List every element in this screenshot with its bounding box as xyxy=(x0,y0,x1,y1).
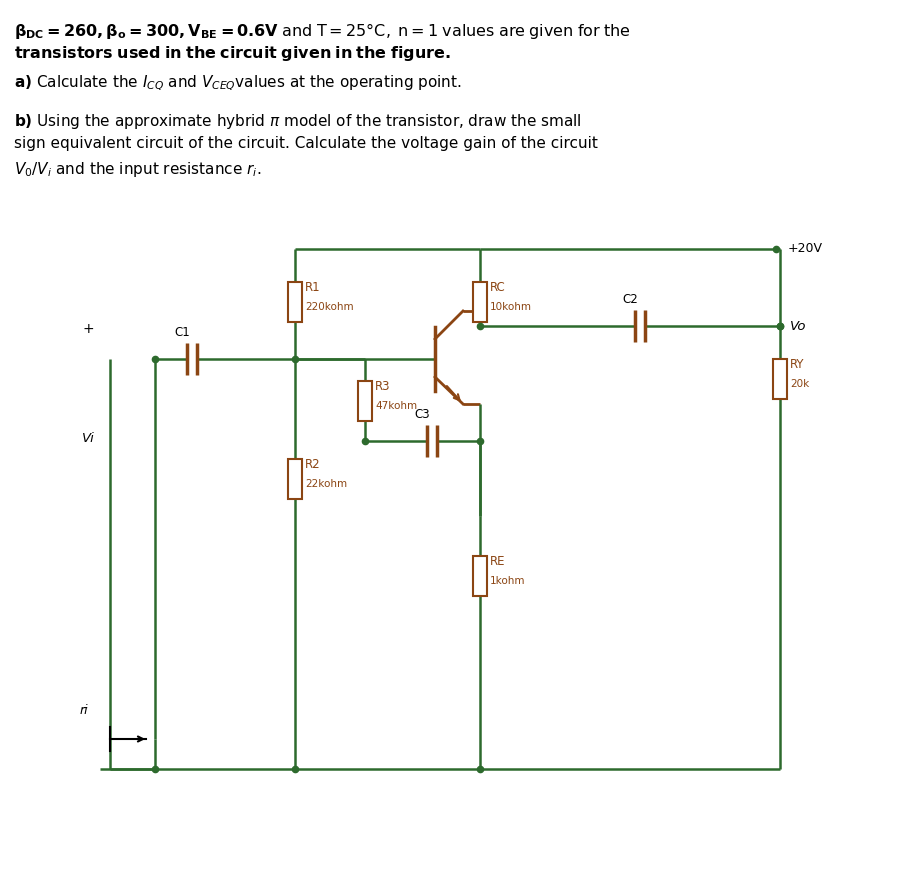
Text: 20k: 20k xyxy=(790,379,809,389)
Text: 10kohm: 10kohm xyxy=(490,302,532,312)
Text: ri: ri xyxy=(80,705,88,718)
Text: Vi: Vi xyxy=(82,433,94,446)
Text: RE: RE xyxy=(490,555,506,568)
Text: R2: R2 xyxy=(305,458,320,471)
Text: $\mathbf{transistors \; used \; in \; the \; circuit \; given \; in \; the \; fi: $\mathbf{transistors \; used \; in \; th… xyxy=(14,44,451,63)
Text: R1: R1 xyxy=(305,281,320,294)
Text: R3: R3 xyxy=(375,380,391,393)
Text: +: + xyxy=(82,322,94,336)
Text: C2: C2 xyxy=(622,293,638,306)
Text: RC: RC xyxy=(490,281,506,294)
Bar xyxy=(473,556,487,596)
Text: C1: C1 xyxy=(174,326,190,339)
Text: $V_0/V_i$ and the input resistance $r_i$.: $V_0/V_i$ and the input resistance $r_i$… xyxy=(14,160,261,179)
Text: $\mathbf{\beta_{DC}}$$\mathbf{ = 260, \beta_o = 300, V_{BE} = 0.6V}$$\mathbf{ \;: $\mathbf{\beta_{DC}}$$\mathbf{ = 260, \b… xyxy=(14,21,631,41)
Text: $\mathbf{b)}$ Using the approximate hybrid $\pi$ model of the transistor, draw t: $\mathbf{b)}$ Using the approximate hybr… xyxy=(14,112,581,131)
Text: RY: RY xyxy=(790,358,805,371)
Bar xyxy=(288,282,302,322)
Text: +20V: +20V xyxy=(788,242,823,255)
Text: 1kohm: 1kohm xyxy=(490,576,526,586)
Text: -: - xyxy=(82,702,87,716)
Bar xyxy=(473,282,487,322)
Text: Vo: Vo xyxy=(790,320,806,333)
Text: 47kohm: 47kohm xyxy=(375,401,417,411)
Bar xyxy=(358,381,372,421)
Text: 22kohm: 22kohm xyxy=(305,479,347,489)
Bar xyxy=(288,459,302,499)
Text: 220kohm: 220kohm xyxy=(305,302,354,312)
Text: C3: C3 xyxy=(414,408,429,421)
Text: sign equivalent circuit of the circuit. Calculate the voltage gain of the circui: sign equivalent circuit of the circuit. … xyxy=(14,136,598,151)
Bar xyxy=(773,359,787,399)
Text: $\mathbf{a)}$ Calculate the $I_{CQ}$ and $V_{CEQ}$values at the operating point.: $\mathbf{a)}$ Calculate the $I_{CQ}$ and… xyxy=(14,74,462,93)
